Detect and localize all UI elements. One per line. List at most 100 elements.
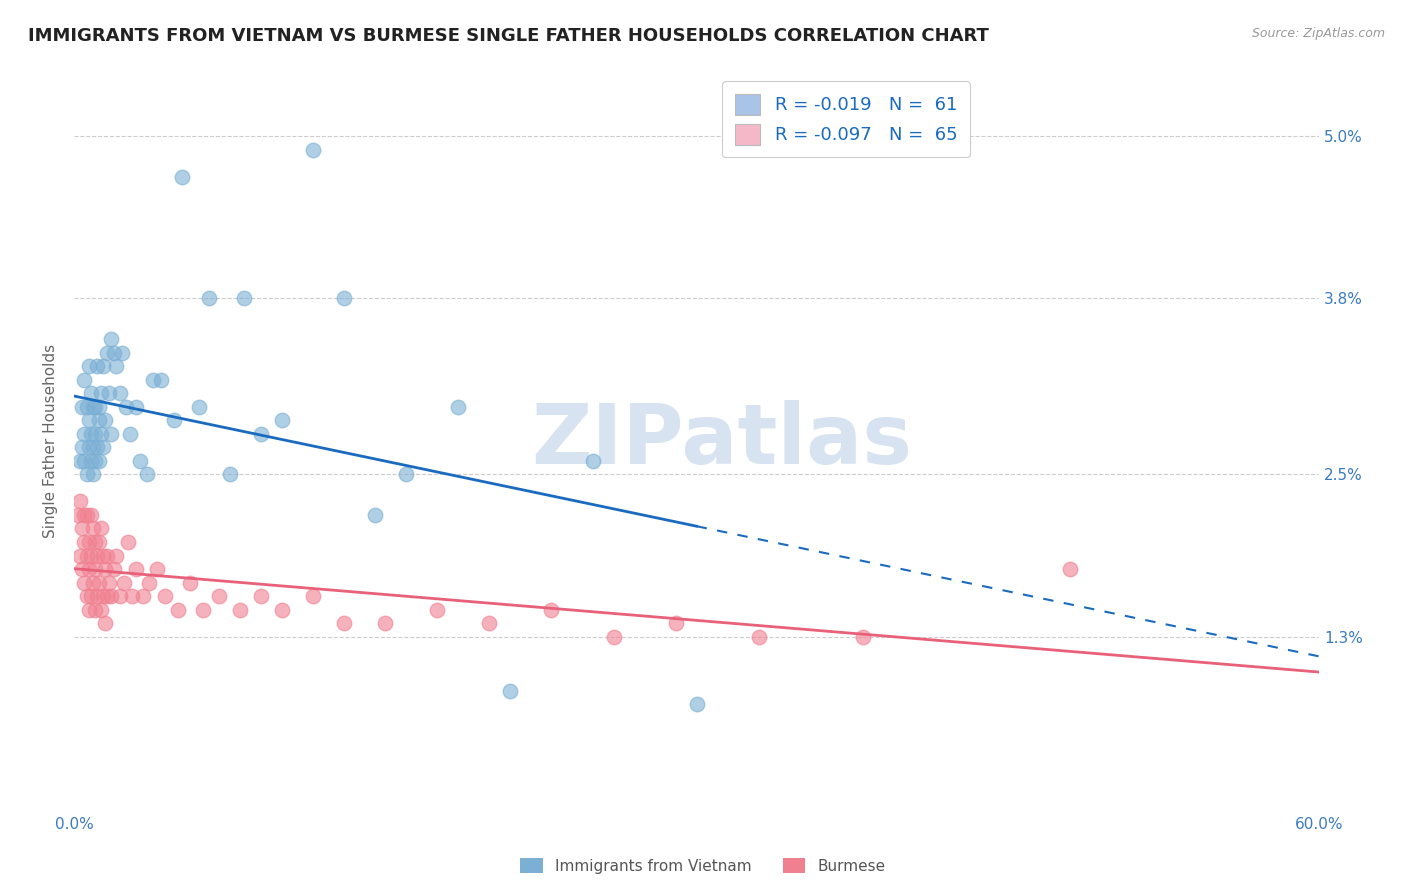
Point — [77, 602, 100, 616]
Point — [82, 440, 104, 454]
Point — [91, 359, 114, 373]
Point — [208, 589, 231, 603]
Point — [86, 589, 108, 603]
Point — [270, 602, 292, 616]
Point — [138, 575, 160, 590]
Point — [87, 575, 110, 590]
Text: ZIPatlas: ZIPatlas — [531, 400, 912, 481]
Point — [540, 602, 562, 616]
Point — [112, 575, 135, 590]
Point — [83, 454, 105, 468]
Point — [1059, 562, 1081, 576]
Point — [91, 549, 114, 563]
Point — [179, 575, 201, 590]
Point — [76, 589, 98, 603]
Point — [90, 521, 112, 535]
Point — [77, 413, 100, 427]
Legend: Immigrants from Vietnam, Burmese: Immigrants from Vietnam, Burmese — [515, 852, 891, 880]
Point — [163, 413, 186, 427]
Point — [82, 521, 104, 535]
Point — [301, 143, 323, 157]
Point — [77, 440, 100, 454]
Point — [80, 426, 103, 441]
Point — [96, 549, 118, 563]
Point — [129, 454, 152, 468]
Point — [73, 373, 96, 387]
Point — [82, 575, 104, 590]
Point — [87, 413, 110, 427]
Point — [333, 292, 356, 306]
Point — [72, 521, 94, 535]
Point — [83, 562, 105, 576]
Point — [76, 508, 98, 522]
Point — [86, 549, 108, 563]
Point — [73, 426, 96, 441]
Point — [852, 630, 875, 644]
Point — [96, 345, 118, 359]
Point — [80, 508, 103, 522]
Point — [100, 332, 122, 346]
Point — [150, 373, 173, 387]
Point — [665, 616, 688, 631]
Legend: R = -0.019   N =  61, R = -0.097   N =  65: R = -0.019 N = 61, R = -0.097 N = 65 — [723, 81, 970, 157]
Point — [218, 467, 240, 482]
Point — [73, 575, 96, 590]
Point — [166, 602, 188, 616]
Point — [198, 292, 221, 306]
Point — [90, 386, 112, 401]
Point — [83, 535, 105, 549]
Point — [108, 589, 131, 603]
Point — [83, 400, 105, 414]
Text: Source: ZipAtlas.com: Source: ZipAtlas.com — [1251, 27, 1385, 40]
Point — [80, 386, 103, 401]
Point — [426, 602, 449, 616]
Point — [69, 549, 91, 563]
Point — [191, 602, 214, 616]
Point — [103, 345, 125, 359]
Point — [94, 562, 117, 576]
Point — [67, 508, 90, 522]
Point — [76, 549, 98, 563]
Point — [120, 426, 142, 441]
Point — [117, 535, 139, 549]
Point — [94, 413, 117, 427]
Point — [374, 616, 396, 631]
Point — [229, 602, 252, 616]
Point — [270, 413, 292, 427]
Point — [90, 426, 112, 441]
Point — [77, 535, 100, 549]
Point — [250, 426, 273, 441]
Point — [96, 589, 118, 603]
Point — [77, 562, 100, 576]
Point — [131, 589, 153, 603]
Point — [582, 454, 605, 468]
Point — [86, 359, 108, 373]
Point — [104, 359, 127, 373]
Point — [142, 373, 165, 387]
Point — [69, 494, 91, 508]
Point — [87, 400, 110, 414]
Point — [685, 698, 707, 712]
Point — [447, 400, 470, 414]
Point — [364, 508, 387, 522]
Point — [82, 400, 104, 414]
Point — [104, 549, 127, 563]
Point — [395, 467, 418, 482]
Point — [82, 467, 104, 482]
Point — [100, 426, 122, 441]
Point — [748, 630, 770, 644]
Point — [90, 602, 112, 616]
Point — [111, 345, 134, 359]
Point — [499, 683, 522, 698]
Point — [125, 400, 148, 414]
Point — [73, 535, 96, 549]
Point — [73, 508, 96, 522]
Point — [135, 467, 157, 482]
Text: IMMIGRANTS FROM VIETNAM VS BURMESE SINGLE FATHER HOUSEHOLDS CORRELATION CHART: IMMIGRANTS FROM VIETNAM VS BURMESE SINGL… — [28, 27, 988, 45]
Point — [333, 616, 356, 631]
Point — [187, 400, 209, 414]
Point — [155, 589, 177, 603]
Point — [170, 169, 193, 184]
Point — [478, 616, 501, 631]
Point — [69, 454, 91, 468]
